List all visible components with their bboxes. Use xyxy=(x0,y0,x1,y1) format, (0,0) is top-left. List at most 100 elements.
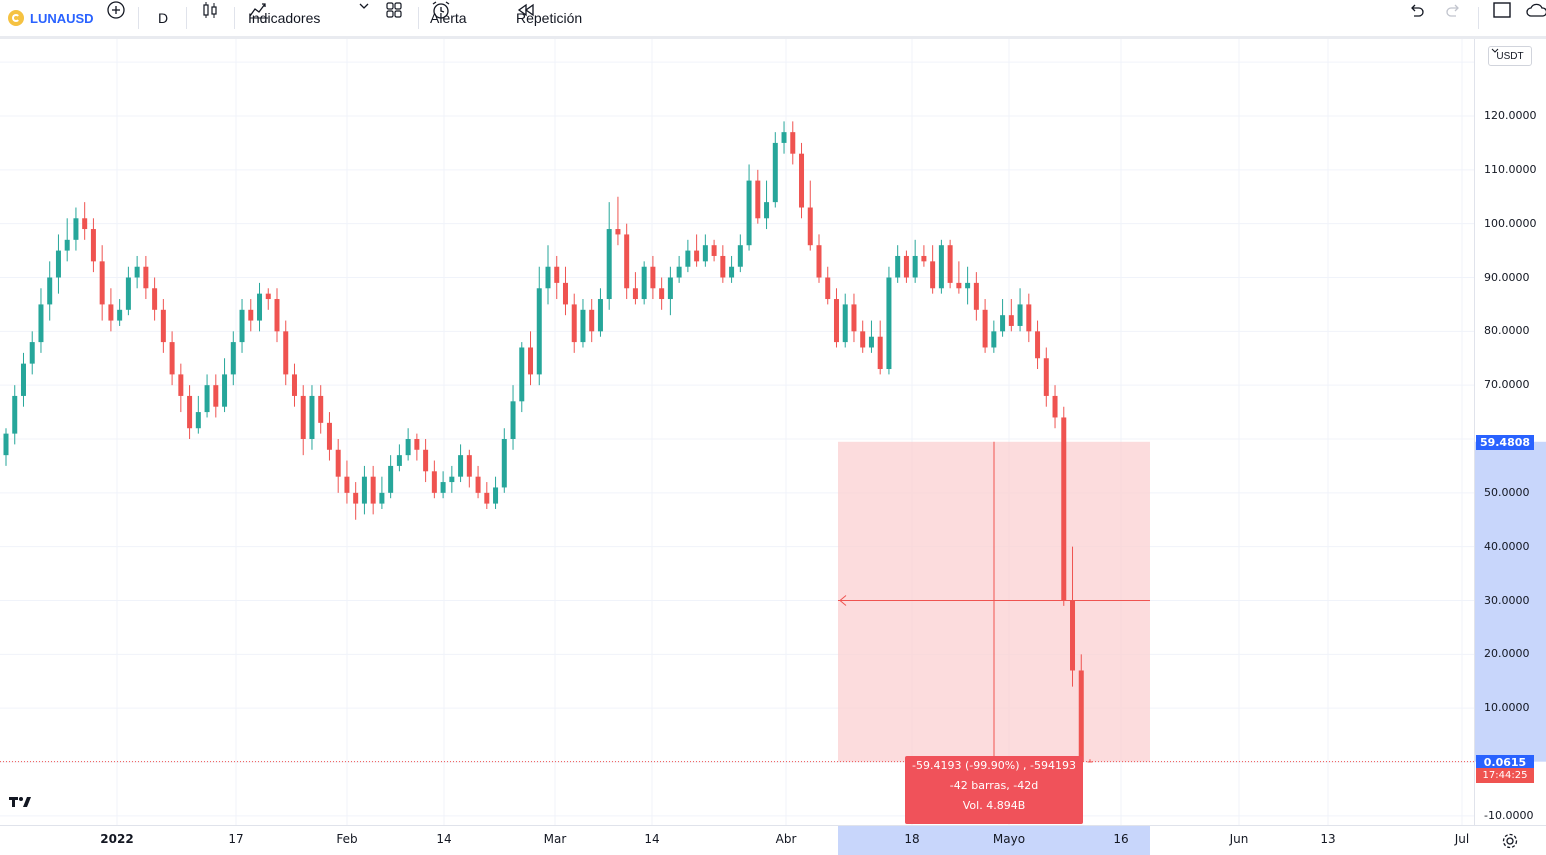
square-layout-icon xyxy=(1493,2,1511,18)
candle-body xyxy=(379,492,385,504)
last-price-tag: 0.0615 xyxy=(1476,755,1534,770)
candle-body xyxy=(528,347,534,375)
candle-body xyxy=(685,250,691,267)
candle-body xyxy=(807,207,813,246)
candle-body xyxy=(230,342,236,375)
candle-body xyxy=(519,347,525,402)
time-axis-label: Feb xyxy=(336,832,358,846)
candle-body xyxy=(405,439,411,456)
candle-body xyxy=(562,282,568,305)
chart-pane[interactable] xyxy=(0,39,1474,825)
candle-body xyxy=(344,476,350,493)
candle-body xyxy=(781,132,787,143)
candle-body xyxy=(868,336,874,348)
symbol-label: LUNAUSD xyxy=(30,10,94,26)
candlestick-chart[interactable] xyxy=(0,39,1474,825)
countdown-value: 17:44:25 xyxy=(1482,770,1528,781)
candle-body xyxy=(82,218,88,230)
candle-body xyxy=(947,245,953,283)
interval-label: D xyxy=(158,10,169,26)
candle-body xyxy=(414,439,420,450)
candle-body xyxy=(729,266,735,278)
candle-body xyxy=(370,476,376,504)
candle-body xyxy=(860,331,866,348)
measure-bars: -42 barras, -42d xyxy=(949,779,1039,792)
candle-body xyxy=(493,487,499,504)
candle-body xyxy=(930,261,936,289)
candle-body xyxy=(1061,417,1067,601)
candle-body xyxy=(606,229,612,300)
gear-icon[interactable] xyxy=(1500,831,1520,851)
time-axis-label: Mar xyxy=(543,832,567,846)
price-axis-label: 100.0000 xyxy=(1484,216,1537,230)
candle-body xyxy=(921,255,927,262)
rewind-icon xyxy=(517,3,534,17)
candle-body xyxy=(458,455,464,477)
candle-body xyxy=(1026,304,1032,332)
time-axis-label: Jul xyxy=(1454,832,1470,846)
time-axis-label: 13 xyxy=(1320,832,1336,846)
candle-body xyxy=(1087,761,1093,763)
candle-body xyxy=(3,433,9,456)
candle-body xyxy=(213,385,219,407)
candle-body xyxy=(1043,358,1049,396)
candle-body xyxy=(632,288,638,300)
measure-tooltip: -59.4193 (-99.90%) , -594193 -42 barras,… xyxy=(905,756,1083,824)
candle-body xyxy=(335,449,341,477)
tradingview-logo-icon xyxy=(9,797,31,807)
candle-body xyxy=(300,395,306,439)
interval-button[interactable]: D xyxy=(158,0,168,36)
indicators-button[interactable]: Indicadores xyxy=(248,0,320,36)
candle-body xyxy=(1017,304,1023,326)
time-axis-label: 14 xyxy=(436,832,452,846)
candle-body xyxy=(204,385,210,413)
undo-icon xyxy=(1411,4,1424,17)
candle-body xyxy=(326,422,332,450)
candle-body xyxy=(597,299,603,332)
candle-body xyxy=(396,455,402,466)
candle-body xyxy=(283,331,289,375)
time-axis-label: 17 xyxy=(228,832,244,846)
candle-body xyxy=(195,412,201,429)
candle-body xyxy=(711,245,717,256)
candle-body xyxy=(825,277,831,300)
alert-button[interactable]: Alerta xyxy=(430,0,467,36)
candle-body xyxy=(309,395,315,439)
alarm-clock-icon xyxy=(432,1,450,19)
candle-body xyxy=(47,277,53,305)
price-axis-label: 50.0000 xyxy=(1484,485,1530,499)
cloud-icon xyxy=(1526,3,1546,17)
candle-body xyxy=(64,239,70,251)
candle-body xyxy=(938,245,944,289)
symbol-search[interactable]: LUNAUSD xyxy=(8,0,94,36)
time-axis[interactable] xyxy=(0,825,1546,855)
grid-icon xyxy=(386,2,402,18)
candle-body xyxy=(895,255,901,278)
time-axis-label: 18 xyxy=(904,832,920,846)
replay-button[interactable]: Repetición xyxy=(516,0,582,36)
candle-body xyxy=(1035,331,1041,359)
candle-body xyxy=(886,277,892,370)
candle-body xyxy=(466,455,472,477)
candle-body xyxy=(991,331,997,348)
candle-body xyxy=(790,132,796,154)
candle-body xyxy=(239,309,245,343)
candle-body xyxy=(143,266,149,289)
candle-body xyxy=(99,261,105,305)
price-axis-label: 110.0000 xyxy=(1484,162,1537,176)
price-axis-label: 70.0000 xyxy=(1484,378,1530,392)
candle-body xyxy=(641,266,647,300)
candle-body xyxy=(108,304,114,321)
tradingview-logo[interactable] xyxy=(8,794,36,814)
price-axis-label: 20.0000 xyxy=(1484,647,1530,661)
time-axis-label: Mayo xyxy=(992,832,1026,846)
candle-body xyxy=(903,255,909,278)
candle-body xyxy=(720,255,726,278)
candle-body xyxy=(12,395,18,434)
currency-selector[interactable]: USDT xyxy=(1488,46,1532,66)
candle-body xyxy=(1008,315,1014,326)
price-axis[interactable] xyxy=(1474,39,1546,825)
candle-body xyxy=(973,282,979,310)
chevron-down-icon xyxy=(359,3,369,9)
top-toolbar: LUNAUSD D Indicadores xyxy=(0,0,1546,37)
